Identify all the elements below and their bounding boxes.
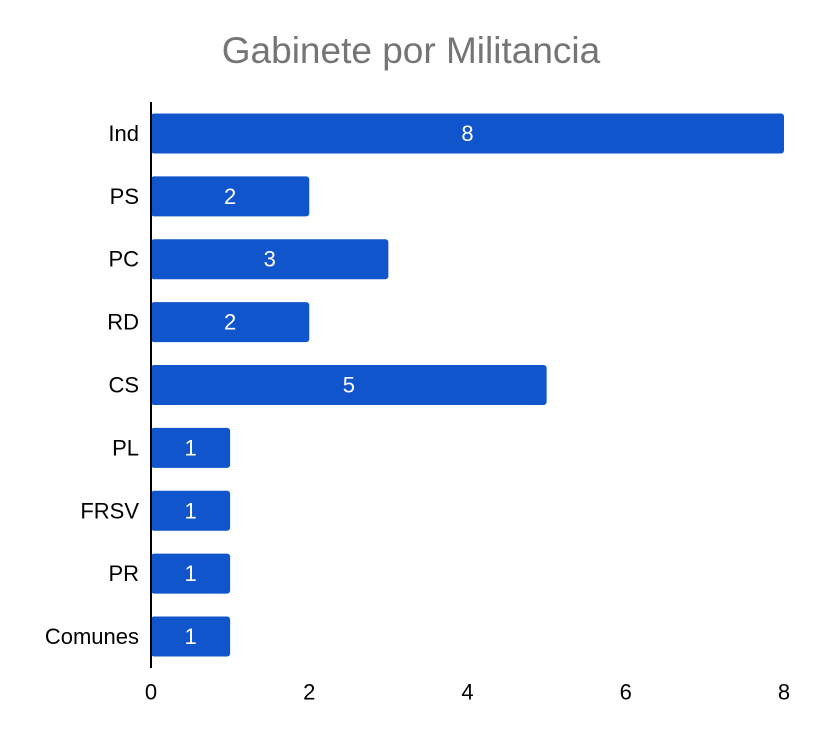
- value-label-pl: 1: [184, 435, 196, 460]
- bars-layer: 8 2 3 2 5 1 1 1 1: [151, 113, 784, 657]
- chart-title: Gabinete por Militancia: [221, 30, 601, 71]
- value-label-frsv: 1: [184, 498, 196, 523]
- category-label-pc: PC: [108, 247, 139, 272]
- value-label-cs: 5: [343, 373, 355, 398]
- bar-rd: [151, 302, 310, 343]
- bar-pl: [151, 427, 231, 468]
- category-labels: Ind PS PC RD CS PL FRSV PR Comunes: [45, 121, 139, 649]
- x-tick-label-4: 4: [461, 680, 473, 705]
- category-label-cs: CS: [108, 373, 139, 398]
- value-label-ind: 8: [461, 121, 473, 146]
- x-tick-label-6: 6: [620, 680, 632, 705]
- category-label-pr: PR: [108, 561, 139, 586]
- category-label-ps: PS: [110, 184, 139, 209]
- x-tick-label-2: 2: [303, 680, 315, 705]
- value-label-pc: 3: [264, 247, 276, 272]
- bar-ps: [151, 176, 310, 217]
- category-label-pl: PL: [112, 435, 139, 460]
- category-label-rd: RD: [107, 310, 139, 335]
- bar-ind: [151, 113, 784, 154]
- value-label-comunes: 1: [184, 624, 196, 649]
- bar-comunes: [151, 616, 231, 657]
- bar-frsv: [151, 490, 231, 531]
- value-label-pr: 1: [184, 561, 196, 586]
- bar-pc: [151, 239, 389, 280]
- category-label-frsv: FRSV: [80, 498, 139, 523]
- bar-pr: [151, 553, 231, 594]
- x-tick-label-0: 0: [145, 680, 157, 705]
- value-label-ps: 2: [224, 184, 236, 209]
- bar-cs: [151, 365, 547, 405]
- x-axis-ticks: 0 2 4 6 8: [145, 680, 790, 705]
- x-tick-label-8: 8: [778, 680, 790, 705]
- value-label-rd: 2: [224, 310, 236, 335]
- category-label-comunes: Comunes: [45, 624, 139, 649]
- category-label-ind: Ind: [108, 121, 139, 146]
